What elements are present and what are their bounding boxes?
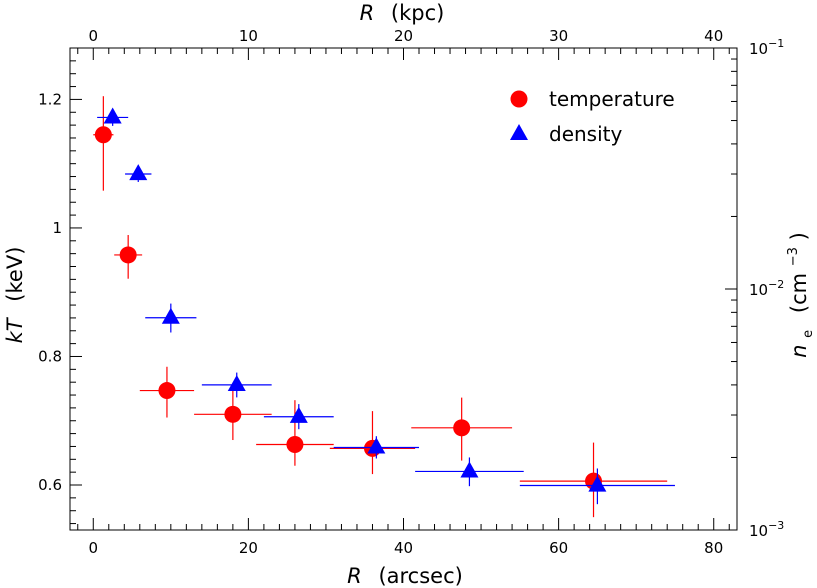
legend-density-marker	[510, 124, 528, 140]
x-top-axis-title: R (kpc)	[360, 1, 445, 25]
axis-ticks	[70, 47, 737, 531]
y-left-tick-label: 0.6	[38, 476, 62, 494]
density-point	[460, 461, 479, 478]
x-top-tick-label: 0	[88, 27, 98, 45]
x-top-variable: R	[360, 1, 375, 25]
y-right-tick-label: 10−2	[749, 278, 784, 299]
x-bottom-unit: (arcsec)	[378, 564, 462, 588]
y-right-tick-label: 10−1	[749, 37, 784, 58]
density-point	[129, 164, 148, 181]
x-bottom-tick-label: 80	[704, 539, 723, 557]
series-density	[97, 107, 675, 505]
y-left-variable: kT	[3, 316, 27, 343]
y-right-tick-base: 10	[749, 522, 768, 540]
x-top-unit: (kpc)	[391, 1, 444, 25]
temperature-point	[119, 246, 137, 264]
plot-frame	[69, 47, 738, 531]
x-top-tick-label: 20	[394, 27, 413, 45]
y-right-tick-base: 10	[749, 40, 768, 58]
x-bottom-tick-label: 40	[394, 539, 413, 557]
density-point	[588, 475, 607, 492]
temperature-point	[224, 405, 242, 423]
y-right-unit: (cm	[787, 273, 811, 313]
legend-density-label: density	[549, 122, 622, 146]
density-point	[161, 307, 180, 324]
y-right-axis-title: n e (cm −3 )	[778, 232, 817, 358]
y-left-tick-label: 0.8	[38, 347, 62, 365]
y-right-variable: n	[787, 345, 811, 358]
y-right-tick-exponent: −3	[768, 519, 784, 532]
temperature-point	[94, 126, 112, 144]
legend: temperature density	[510, 87, 675, 146]
x-bottom-tick-label: 0	[88, 539, 98, 557]
temperature-point	[158, 382, 176, 400]
y-left-tick-label: 1	[52, 219, 62, 237]
x-bottom-tick-label: 20	[239, 539, 258, 557]
y-right-unit-close: )	[787, 232, 811, 240]
y-right-tick-exponent: −1	[768, 37, 784, 50]
y-left-tick-label: 1.2	[38, 90, 62, 108]
y-left-axis-title: kT (keV)	[3, 247, 27, 344]
axis-tick-labels: 0 20 40 60 800 10 20 30 400.60.811.210−310−210−1	[38, 27, 784, 557]
series-layer	[93, 96, 675, 518]
density-point	[227, 374, 246, 391]
temperature-point	[453, 419, 471, 437]
y-right-tick-exponent: −2	[768, 278, 784, 291]
x-bottom-axis-title: R (arcsec)	[347, 564, 463, 588]
x-top-tick-label: 10	[239, 27, 258, 45]
density-point	[367, 437, 386, 454]
y-right-unit-exponent: −3	[786, 247, 801, 266]
series-temperature	[93, 96, 668, 518]
density-point	[103, 107, 122, 124]
x-bottom-variable: R	[347, 564, 362, 588]
y-left-unit: (keV)	[3, 247, 27, 302]
density-point	[289, 406, 308, 423]
legend-temperature-marker	[510, 90, 528, 108]
y-right-tick-label: 10−3	[749, 519, 784, 540]
temperature-point	[286, 436, 304, 454]
legend-temperature-label: temperature	[549, 87, 675, 111]
x-bottom-tick-label: 60	[549, 539, 568, 557]
y-right-tick-base: 10	[749, 281, 768, 299]
x-top-tick-label: 40	[704, 27, 723, 45]
y-right-subscript: e	[801, 330, 816, 338]
x-top-tick-label: 30	[549, 27, 568, 45]
